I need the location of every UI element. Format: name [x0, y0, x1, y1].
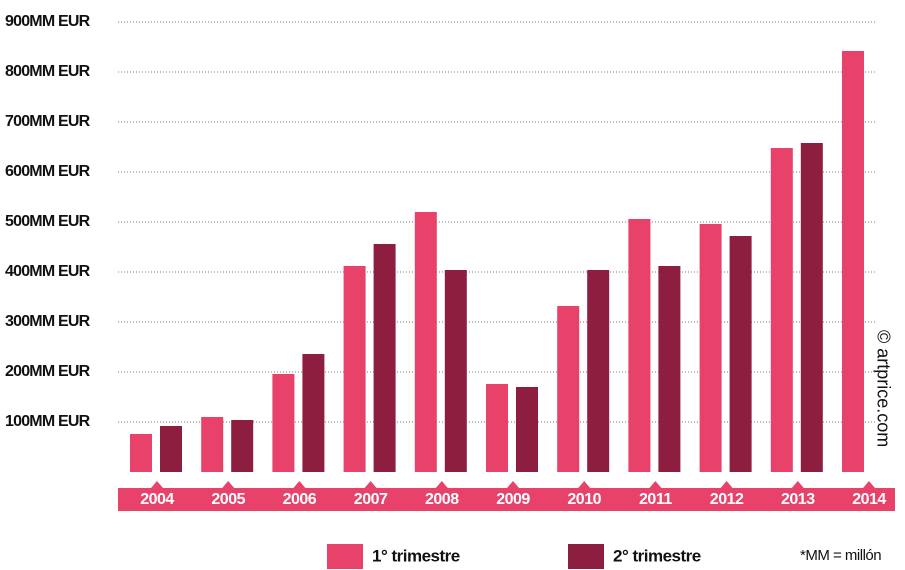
- y-tick-label: 600MM EUR: [5, 163, 91, 180]
- year-pointer: [151, 481, 163, 488]
- y-tick-label: 900MM EUR: [5, 13, 91, 30]
- bar: [343, 266, 366, 472]
- legend-swatch: [568, 544, 604, 569]
- bar: [516, 387, 538, 472]
- year-pointer: [222, 481, 235, 488]
- bar: [800, 143, 823, 472]
- y-tick-label: 200MM EUR: [5, 363, 91, 380]
- bar: [272, 374, 295, 472]
- legend-swatch: [327, 544, 363, 569]
- bar: [842, 51, 864, 472]
- year-pointer: [507, 481, 519, 488]
- x-tick-label: 2006: [283, 491, 317, 508]
- y-tick-label: 800MM EUR: [5, 63, 91, 80]
- bar: [160, 426, 182, 472]
- y-tick-label: 300MM EUR: [5, 313, 91, 330]
- legend-label: 2° trimestre: [613, 546, 701, 565]
- bar: [770, 148, 793, 472]
- bar: [444, 270, 467, 472]
- year-band: [118, 488, 895, 511]
- bar: [130, 434, 152, 472]
- y-tick-label: 500MM EUR: [5, 213, 91, 230]
- bar: [587, 270, 610, 472]
- year-pointer: [720, 481, 733, 488]
- bar: [699, 224, 722, 472]
- bar: [486, 384, 508, 472]
- legend-label: 1° trimestre: [372, 546, 460, 565]
- x-tick-label: 2011: [639, 491, 672, 508]
- year-pointer: [435, 481, 448, 488]
- year-pointer: [364, 481, 377, 488]
- bar: [201, 417, 224, 472]
- y-tick-label: 700MM EUR: [5, 113, 91, 130]
- year-pointer: [791, 481, 804, 488]
- year-pointer: [293, 481, 306, 488]
- bar: [658, 266, 681, 472]
- x-tick-label: 2007: [354, 491, 388, 508]
- bar: [729, 236, 752, 472]
- note: *MM = millón: [800, 547, 881, 564]
- x-tick-label: 2009: [496, 491, 530, 508]
- x-tick-label: 2014: [852, 491, 886, 508]
- y-tick-label: 100MM EUR: [5, 413, 91, 430]
- x-tick-label: 2005: [211, 491, 245, 508]
- x-tick-label: 2004: [140, 491, 174, 508]
- bar: [302, 354, 325, 472]
- x-tick-label: 2008: [425, 491, 459, 508]
- x-tick-label: 2013: [781, 491, 815, 508]
- x-tick-label: 2012: [710, 491, 744, 508]
- bar: [373, 244, 396, 472]
- bar: [231, 420, 254, 472]
- source: © artprice.com: [873, 330, 893, 447]
- year-pointer: [578, 481, 591, 488]
- bar: [414, 212, 437, 472]
- bar: [628, 219, 651, 472]
- year-pointer: [649, 481, 662, 488]
- y-tick-label: 400MM EUR: [5, 263, 91, 280]
- year-pointer: [863, 481, 875, 488]
- bar: [557, 306, 580, 472]
- x-tick-label: 2010: [567, 491, 601, 508]
